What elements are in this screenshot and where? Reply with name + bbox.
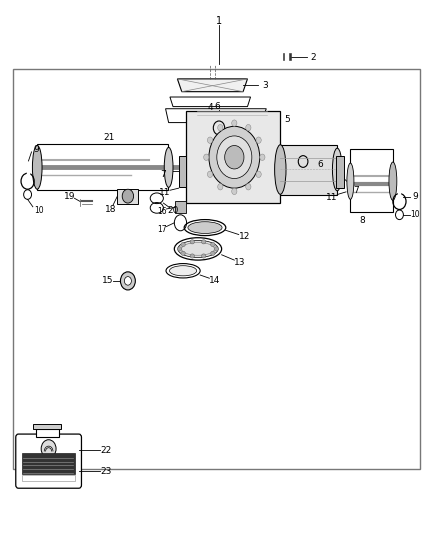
Circle shape [208, 171, 213, 177]
Text: 17: 17 [157, 225, 167, 233]
Bar [175, 201, 186, 213]
Text: 1: 1 [216, 17, 222, 26]
Bar [336, 156, 344, 188]
Text: 6: 6 [215, 102, 221, 111]
Text: 16: 16 [157, 207, 167, 216]
Circle shape [217, 136, 252, 179]
Circle shape [246, 183, 251, 190]
Bar [350, 149, 393, 212]
Circle shape [260, 154, 265, 160]
Ellipse shape [211, 251, 215, 255]
Text: 2: 2 [311, 53, 316, 61]
Text: 12: 12 [239, 232, 250, 241]
Bar [186, 111, 280, 203]
Circle shape [232, 188, 237, 195]
Circle shape [218, 125, 223, 131]
Circle shape [41, 440, 56, 458]
Bar [22, 453, 75, 474]
Bar [36, 429, 59, 437]
Text: 4: 4 [208, 103, 213, 112]
Circle shape [209, 126, 260, 188]
Text: 10: 10 [34, 206, 43, 215]
Ellipse shape [181, 243, 185, 247]
Bar [13, 69, 420, 469]
Circle shape [256, 171, 261, 177]
Circle shape [232, 120, 237, 126]
Text: 11: 11 [326, 193, 338, 201]
Ellipse shape [347, 163, 354, 199]
Ellipse shape [181, 251, 185, 255]
Ellipse shape [32, 146, 42, 189]
Ellipse shape [164, 147, 173, 188]
Text: 20: 20 [167, 206, 179, 215]
Text: 18: 18 [105, 205, 116, 214]
Circle shape [124, 277, 131, 285]
Circle shape [256, 137, 261, 143]
Ellipse shape [177, 247, 182, 251]
Text: 21: 21 [103, 133, 114, 142]
Bar [37, 144, 168, 190]
Text: 10: 10 [410, 210, 420, 219]
Ellipse shape [201, 240, 206, 244]
Ellipse shape [190, 240, 194, 244]
Bar [280, 145, 337, 195]
Bar [289, 53, 291, 60]
Text: 5: 5 [284, 115, 290, 124]
Text: 23: 23 [100, 467, 112, 475]
Circle shape [120, 272, 135, 290]
Ellipse shape [201, 254, 206, 258]
Ellipse shape [389, 162, 397, 200]
Ellipse shape [170, 266, 197, 276]
Ellipse shape [332, 148, 342, 191]
Polygon shape [177, 79, 247, 92]
Bar [179, 156, 186, 187]
Ellipse shape [211, 243, 215, 247]
Ellipse shape [188, 222, 222, 233]
Ellipse shape [190, 254, 194, 258]
Ellipse shape [214, 247, 219, 251]
Text: 13: 13 [234, 258, 246, 266]
Text: 6: 6 [318, 160, 324, 169]
Circle shape [246, 125, 251, 131]
Ellipse shape [275, 144, 286, 194]
Text: 14: 14 [209, 276, 220, 285]
Text: 3: 3 [262, 81, 268, 90]
Ellipse shape [178, 240, 218, 257]
Text: 7: 7 [353, 186, 359, 195]
Text: 9: 9 [33, 145, 39, 154]
Circle shape [204, 154, 209, 160]
FancyBboxPatch shape [16, 434, 81, 488]
Text: 7: 7 [160, 171, 166, 179]
Bar [283, 53, 284, 60]
Text: 8: 8 [360, 216, 366, 224]
Circle shape [225, 146, 244, 169]
Text: 15: 15 [102, 277, 113, 285]
Text: 22: 22 [100, 446, 112, 455]
Circle shape [208, 137, 213, 143]
Bar [33, 424, 61, 429]
Text: 11: 11 [159, 189, 170, 197]
Text: 9: 9 [412, 192, 418, 200]
Bar [22, 475, 75, 481]
Circle shape [218, 183, 223, 190]
Text: 19: 19 [64, 192, 75, 200]
Circle shape [122, 189, 134, 203]
Bar [117, 189, 138, 204]
